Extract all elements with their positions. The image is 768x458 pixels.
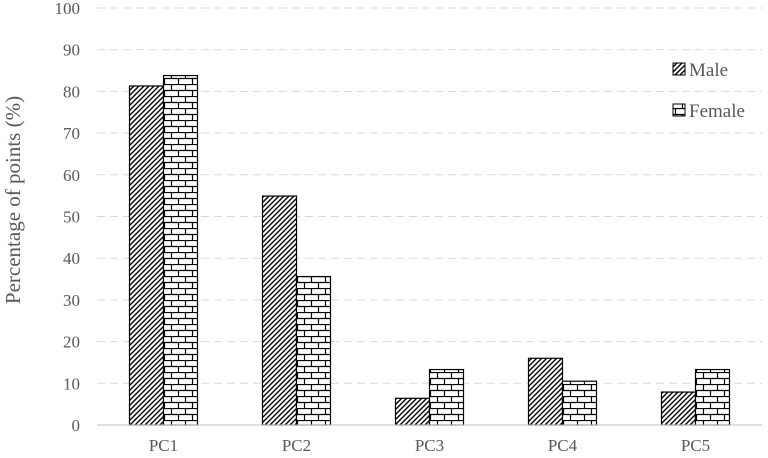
bar-male-pc4 <box>527 357 564 426</box>
bar-female-pc1 <box>162 74 199 426</box>
y-tick-label: 70 <box>63 124 80 143</box>
y-axis-ticks: 0 10 20 30 40 50 60 70 80 90 100 <box>55 0 81 435</box>
x-tick-label: PC4 <box>548 436 578 455</box>
legend-label-female: Female <box>689 101 745 122</box>
legend-swatch-male <box>672 62 686 76</box>
x-axis-ticks: PC1 PC2 PC3 PC4 PC5 <box>149 436 710 455</box>
bar-female-pc2 <box>295 275 332 426</box>
y-tick-label: 100 <box>55 0 81 18</box>
y-tick-label: 50 <box>63 208 80 227</box>
legend-label-male: Male <box>689 60 728 81</box>
y-axis-title: Percentage of points (%) <box>1 96 25 304</box>
legend: Male Female <box>672 60 745 122</box>
bar-male-pc5 <box>660 391 697 426</box>
bars <box>128 74 731 426</box>
gridlines <box>97 7 762 384</box>
y-tick-label: 30 <box>63 291 80 310</box>
bar-male-pc3 <box>394 397 431 426</box>
y-tick-label: 40 <box>63 249 80 268</box>
bar-male-pc2 <box>261 195 298 426</box>
y-tick-label: 90 <box>63 41 80 60</box>
bar-female-pc5 <box>694 368 731 426</box>
y-tick-label: 80 <box>63 82 80 101</box>
y-tick-label: 0 <box>72 416 81 435</box>
y-tick-label: 60 <box>63 166 80 185</box>
x-tick-label: PC3 <box>415 436 444 455</box>
legend-swatch-female <box>672 103 686 117</box>
bar-male-pc1 <box>128 85 165 426</box>
y-tick-label: 10 <box>63 374 80 393</box>
x-tick-label: PC1 <box>149 436 178 455</box>
bar-female-pc4 <box>561 380 598 426</box>
x-tick-label: PC5 <box>681 436 710 455</box>
bar-female-pc3 <box>428 368 465 426</box>
x-tick-label: PC2 <box>282 436 311 455</box>
y-tick-label: 20 <box>63 333 80 352</box>
